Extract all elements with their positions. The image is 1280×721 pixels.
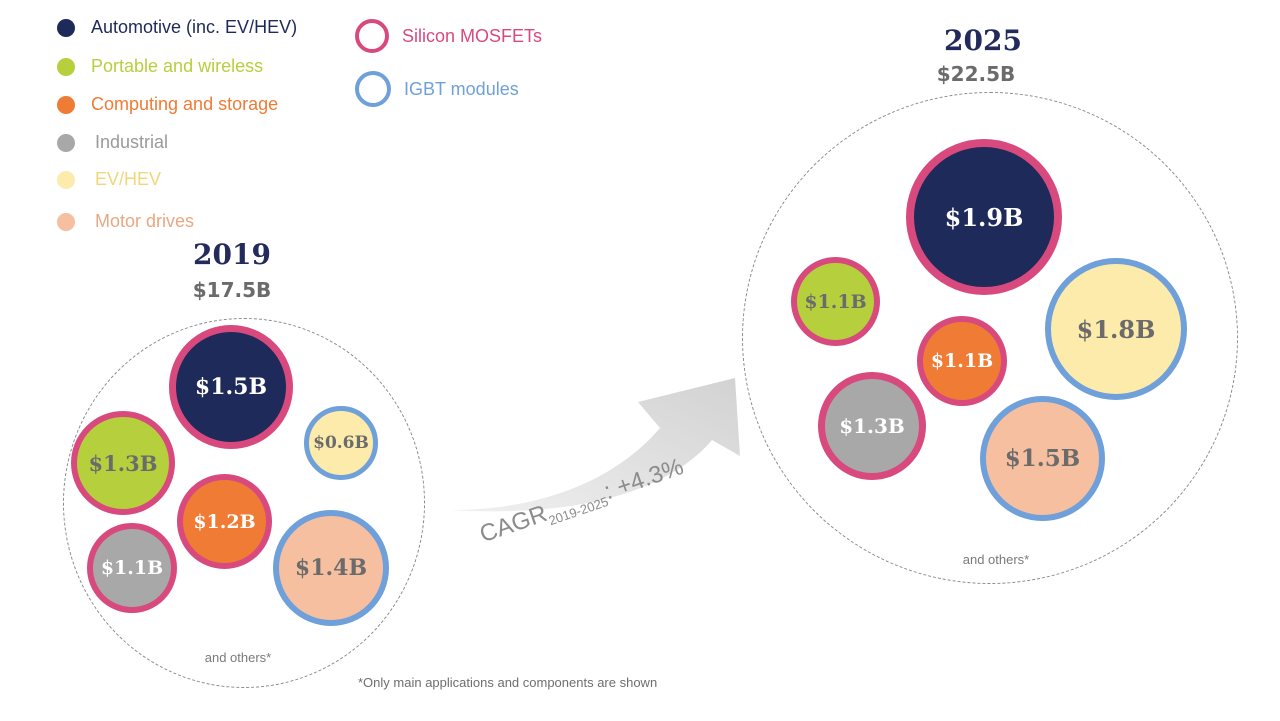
others-note-2025: and others* [962,552,1030,567]
bubble-2019-motor-drives: $1.4B [273,510,389,626]
legend-item-portable: Portable and wireless [57,56,263,77]
igbt-ring-swatch [355,71,391,107]
legend-label: IGBT modules [404,78,519,99]
bubble-value: $1.4B [294,555,368,581]
evhev-color-dot [57,170,75,189]
legend-label: Silicon MOSFETs [402,25,543,46]
bubble-2025-industrial: $1.3B [818,372,926,480]
legend-item-computing: Computing and storage [57,94,278,115]
bubble-2019-portable: $1.3B [71,411,175,515]
industrial-color-dot [57,133,75,152]
group-2025-boundary [742,92,1238,584]
legend-label: Industrial [95,132,169,152]
footnote: *Only main applications and components a… [358,675,658,690]
legend-item-motor-drives: Motor drives [57,211,194,232]
bubble-value: $1.1B [100,557,164,579]
cagr-period: 2019-2025 [546,493,611,529]
growth-arrow-icon [450,378,740,512]
bubble-2025-portable: $1.1B [791,257,880,346]
automotive-color-dot [57,18,75,37]
legend-item-automotive: Automotive (inc. EV/HEV) [57,17,297,38]
bubble-2025-evhev: $1.8B [1045,258,1187,400]
portable-color-dot [57,57,75,76]
bubble-2019-industrial: $1.1B [87,523,177,613]
legend-item-silicon-mosfets: Silicon MOSFETs [355,19,542,53]
group-2019-boundary [63,318,425,688]
total-2019-label: $17.5B [192,278,272,302]
bubble-value: $1.1B [804,290,867,313]
bubble-value: $1.8B [1076,314,1156,344]
legend-label: Motor drives [95,211,195,231]
bubble-2025-motor-drives: $1.5B [980,396,1105,521]
legend-label: Portable and wireless [91,56,264,76]
bubble-value: $1.2B [193,510,256,533]
bubble-value: $1.5B [1004,445,1081,472]
bubble-value: $1.1B [930,350,994,372]
legend-item-industrial: Industrial [57,132,168,153]
bubble-2019-computing: $1.2B [177,474,272,569]
bubble-value: $1.9B [944,202,1024,232]
computing-color-dot [57,95,75,114]
bubble-value: $0.6B [313,433,369,453]
total-2025-label: $22.5B [936,62,1016,86]
bubble-value: $1.5B [194,374,268,400]
legend-label: Computing and storage [91,94,279,114]
legend-label: EV/HEV [95,169,162,189]
legend-label: Automotive (inc. EV/HEV) [91,17,298,37]
bubble-2019-automotive: $1.5B [169,325,293,449]
bubble-2025-computing: $1.1B [917,316,1007,406]
bubble-2019-evhev: $0.6B [304,406,378,480]
bubble-value: $1.3B [88,450,158,476]
motor-drives-color-dot [57,212,75,231]
year-2025-label: 2025 [944,24,1022,57]
bubble-value: $1.3B [839,414,905,438]
mosfet-ring-swatch [355,19,389,53]
year-2019-label: 2019 [193,238,271,271]
bubble-2025-automotive: $1.9B [906,139,1062,295]
legend-item-evhev: EV/HEV [57,169,161,190]
others-note-2019: and others* [204,650,272,665]
legend-item-igbt-modules: IGBT modules [355,71,519,107]
